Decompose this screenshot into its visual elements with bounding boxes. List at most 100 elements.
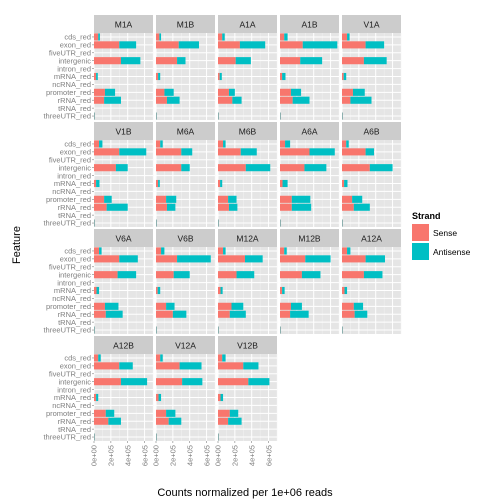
- bar-antisense-promoter_red: [104, 88, 116, 96]
- y-tick-label: intron_red: [57, 64, 91, 73]
- bar-antisense-promoter_red: [164, 88, 174, 96]
- facet-strip: [156, 336, 215, 354]
- bar-sense-intergenic: [156, 378, 183, 386]
- facet-strip: [94, 229, 153, 247]
- facet-panel-A6A: A6A: [279, 122, 340, 227]
- bar-sense-exon_red: [280, 148, 310, 156]
- bar-antisense-promoter_red: [352, 88, 365, 96]
- y-tick-label: tRNA_red: [58, 211, 91, 220]
- bar-sense-promoter_red: [156, 302, 167, 310]
- bar-antisense-mRNA_red: [344, 286, 348, 295]
- bar-sense-mRNA_red: [218, 286, 221, 295]
- bar-sense-cds_red: [280, 247, 285, 255]
- bar-antisense-intergenic: [120, 57, 141, 65]
- y-tick-label: fiveUTR_red: [49, 262, 91, 271]
- facet-panel-V6B: V6B: [155, 229, 216, 334]
- bar-sense-cds_red: [280, 140, 286, 148]
- bar-antisense-rRNA_red: [232, 96, 242, 104]
- y-tick-label: exon_red: [60, 362, 91, 371]
- bar-sense-promoter_red: [94, 195, 105, 203]
- bar-sense-cds_red: [342, 247, 348, 255]
- facet-strip-label: A1A: [239, 20, 255, 30]
- bar-antisense-mRNA_red: [158, 179, 160, 188]
- bar-antisense-rRNA_red: [168, 417, 182, 425]
- bar-antisense-rRNA_red: [105, 310, 123, 318]
- bar-antisense-promoter_red: [291, 195, 311, 203]
- bar-sense-cds_red: [156, 140, 161, 148]
- legend: Strand Sense Antisense: [412, 211, 471, 260]
- bar-sense-promoter_red: [94, 409, 106, 417]
- bar-sense-intergenic: [156, 164, 182, 172]
- bar-sense-cds_red: [342, 140, 347, 148]
- bar-antisense-mRNA_red: [96, 179, 100, 188]
- x-tick-label: 6e+05: [140, 445, 149, 466]
- x-tick-label: 2e+05: [231, 445, 240, 466]
- bar-sense-exon_red: [218, 255, 245, 263]
- bar-antisense-mRNA_red: [344, 179, 348, 188]
- bar-antisense-exon_red: [365, 41, 385, 49]
- x-tick-label: 4e+05: [247, 445, 256, 466]
- bar-antisense-intergenic: [182, 378, 203, 386]
- bar-sense-exon_red: [342, 41, 366, 49]
- x-tick-label: 2e+05: [169, 445, 178, 466]
- facet-strip: [94, 15, 153, 33]
- bar-antisense-exon_red: [179, 362, 202, 370]
- bar-sense-promoter_red: [94, 302, 105, 310]
- bar-sense-rRNA_red: [156, 203, 167, 211]
- bar-sense-promoter_red: [218, 302, 232, 310]
- legend-label-sense: Sense: [433, 228, 457, 238]
- bar-antisense-intergenic: [301, 271, 321, 279]
- bar-antisense-intergenic: [117, 271, 137, 279]
- facet-strip-label: M6B: [239, 127, 257, 137]
- facet-panel-V12B: V12B: [217, 336, 278, 441]
- bar-sense-rRNA_red: [342, 310, 355, 318]
- bar-sense-mRNA_red: [342, 72, 344, 81]
- bar-antisense-rRNA_red: [104, 96, 121, 104]
- bar-sense-mRNA_red: [156, 179, 159, 188]
- facet-strip-label: M1A: [115, 20, 133, 30]
- facet-strip: [342, 229, 401, 247]
- bar-antisense-cds_red: [222, 354, 226, 362]
- bar-sense-promoter_red: [280, 88, 291, 96]
- bar-antisense-promoter_red: [166, 195, 177, 203]
- bar-sense-promoter_red: [280, 302, 291, 310]
- bar-antisense-intergenic: [248, 378, 270, 386]
- y-tick-label: rRNA_red: [58, 203, 91, 212]
- bar-antisense-mRNA_red: [220, 393, 224, 402]
- y-tick-label: mRNA_red: [54, 72, 91, 81]
- bar-sense-exon_red: [342, 148, 366, 156]
- bar-sense-exon_red: [94, 148, 120, 156]
- bar-sense-promoter_red: [94, 88, 105, 96]
- bar-antisense-exon_red: [119, 148, 147, 156]
- bar-antisense-cds_red: [159, 33, 162, 41]
- y-tick-label: cds_red: [64, 33, 91, 42]
- bar-sense-promoter_red: [280, 195, 292, 203]
- bar-sense-intergenic: [280, 271, 302, 279]
- bar-antisense-cds_red: [284, 247, 287, 255]
- bar-sense-exon_red: [94, 255, 120, 263]
- bar-antisense-mRNA_red: [282, 179, 288, 188]
- y-tick-label: cds_red: [64, 140, 91, 149]
- bar-sense-mRNA_red: [94, 393, 97, 402]
- bar-antisense-mRNA_red: [343, 72, 347, 81]
- bar-antisense-exon_red: [239, 41, 266, 49]
- y-tick-label: promoter_red: [46, 88, 91, 97]
- bar-antisense-promoter_red: [353, 302, 364, 310]
- y-tick-label: cds_red: [64, 354, 91, 363]
- facet-strip-label: A12B: [113, 341, 134, 351]
- bar-sense-intergenic: [280, 57, 301, 65]
- bar-sense-exon_red: [156, 362, 180, 370]
- bar-sense-exon_red: [342, 255, 366, 263]
- facet-panel-V6A: V6A: [93, 229, 154, 334]
- facet-strip: [218, 122, 277, 140]
- bar-sense-cds_red: [94, 140, 100, 148]
- bar-sense-mRNA_red: [218, 179, 221, 188]
- bar-sense-exon_red: [218, 148, 241, 156]
- facet-panel-M1B: M1B: [155, 15, 216, 120]
- facet-panel-V1B: V1B: [93, 122, 154, 227]
- y-tick-label: intergenic: [58, 270, 91, 279]
- bar-antisense-cds_red: [161, 247, 165, 255]
- y-tick-label: fiveUTR_red: [49, 155, 91, 164]
- bar-sense-mRNA_red: [94, 286, 97, 295]
- bar-sense-intergenic: [218, 271, 237, 279]
